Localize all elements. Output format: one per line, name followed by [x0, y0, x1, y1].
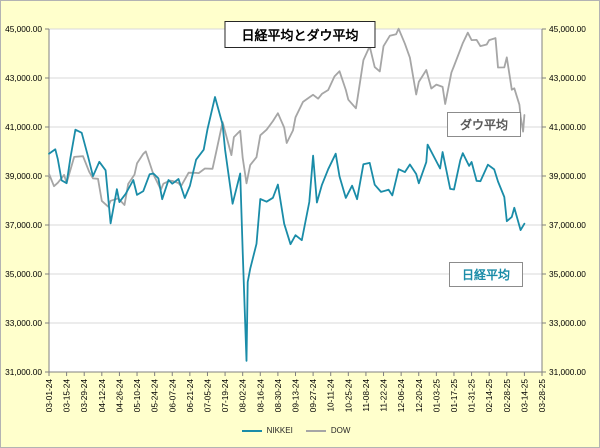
- y-axis-label-left: 37,000.00: [5, 220, 42, 230]
- y-axis-label-right: 39,000.00: [549, 171, 586, 181]
- nikkei-legend-swatch-icon: [241, 429, 262, 432]
- y-axis-label-left: 35,000.00: [5, 269, 42, 279]
- chart-title: 日経平均とダウ平均: [224, 21, 376, 48]
- y-axis-label-left: 33,000.00: [5, 318, 42, 328]
- x-axis-label: 08-16-24: [255, 379, 265, 413]
- y-axis-label-left: 39,000.00: [5, 171, 42, 181]
- x-axis-label: 01-03-25: [431, 379, 441, 413]
- y-axis-label-right: 33,000.00: [549, 318, 586, 328]
- y-axis-label-right: 41,000.00: [549, 122, 586, 132]
- x-axis-label: 09-13-24: [291, 379, 301, 413]
- x-axis-label: 03-01-24: [44, 379, 54, 413]
- x-axis-label: 10-25-24: [343, 379, 353, 413]
- y-axis-label-right: 43,000.00: [549, 73, 586, 83]
- nikkei-annotation-label: 日経平均: [449, 262, 524, 287]
- x-axis-label: 03-29-24: [79, 379, 89, 413]
- x-axis-label: 05-24-24: [150, 379, 160, 413]
- x-axis-label: 08-02-24: [238, 379, 248, 413]
- nikkei-legend-label: NIKKEI: [266, 426, 293, 435]
- x-axis-label: 03-14-25: [519, 379, 529, 413]
- x-axis-label: 11-22-24: [379, 379, 389, 412]
- y-axis-label-left: 45,000.00: [5, 24, 42, 34]
- x-axis-label: 01-31-25: [467, 379, 477, 413]
- x-axis-label: 12-20-24: [414, 379, 424, 413]
- x-axis-label: 06-07-24: [167, 379, 177, 413]
- x-axis-label: 10-11-24: [326, 379, 336, 412]
- x-axis-label: 02-28-25: [502, 379, 512, 413]
- x-axis-label: 07-05-24: [202, 379, 212, 413]
- x-axis-label: 05-10-24: [132, 379, 142, 413]
- x-axis-label: 01-17-25: [449, 379, 459, 413]
- plot-background: [49, 29, 542, 372]
- x-axis-label: 03-15-24: [62, 379, 72, 413]
- x-axis-label: 07-19-24: [220, 379, 230, 413]
- x-axis-label: 12-06-24: [396, 379, 406, 413]
- x-axis-label: 08-30-24: [273, 379, 283, 413]
- dow-legend-label: DOW: [330, 426, 351, 435]
- x-axis-label: 09-27-24: [308, 379, 318, 413]
- y-axis-label-left: 31,000.00: [5, 367, 42, 377]
- nikkei-line: [48, 96, 526, 362]
- x-axis-label: 02-14-25: [484, 379, 494, 413]
- dow-line: [48, 27, 526, 208]
- x-axis-label: 06-21-24: [185, 379, 195, 413]
- y-axis-label-right: 37,000.00: [549, 220, 586, 230]
- dow-legend-swatch-icon: [305, 429, 326, 432]
- y-axis-label-left: 43,000.00: [5, 73, 42, 83]
- legend: NIKKEI DOW: [1, 426, 599, 435]
- y-axis-label-right: 45,000.00: [549, 24, 586, 34]
- x-axis-label: 11-08-24: [361, 379, 371, 412]
- y-axis-label-right: 31,000.00: [549, 367, 586, 377]
- y-axis-label-left: 41,000.00: [5, 122, 42, 132]
- x-axis-label: 04-12-24: [97, 379, 107, 413]
- x-axis-label: 03-28-25: [537, 379, 547, 413]
- y-axis-label-right: 35,000.00: [549, 269, 586, 279]
- dow-annotation-label: ダウ平均: [447, 112, 522, 137]
- x-axis-label: 04-26-24: [114, 379, 124, 413]
